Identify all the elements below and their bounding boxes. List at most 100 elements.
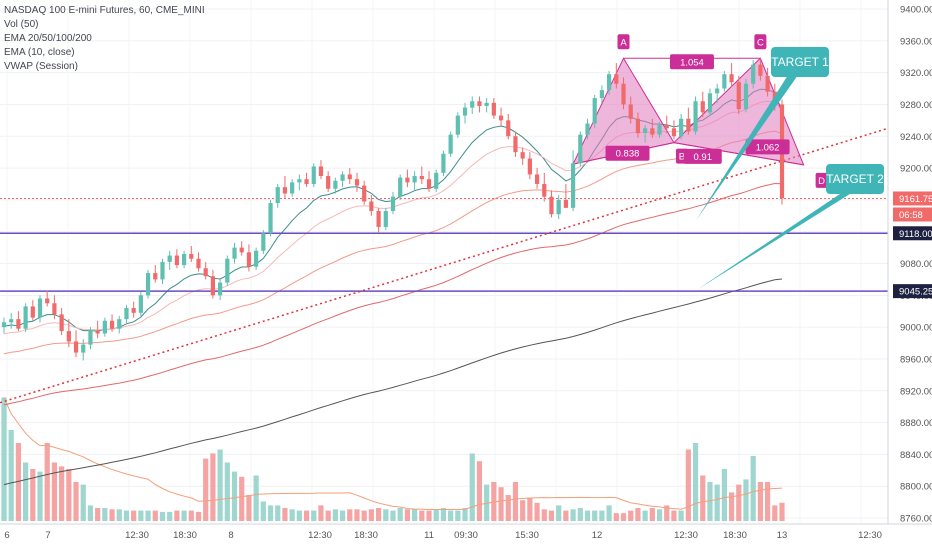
time-tick-label: 09:30 — [454, 530, 478, 541]
time-tick-label: 6 — [4, 530, 9, 541]
candle-body — [556, 199, 561, 215]
volume-bar — [390, 510, 396, 521]
price-tick-label: 9240.00 — [900, 132, 932, 143]
candle-body — [297, 179, 302, 183]
candle-body — [743, 83, 749, 110]
candle-body — [722, 74, 727, 89]
volume-bar — [246, 495, 252, 521]
candle-body — [570, 163, 576, 208]
candle-body — [376, 211, 381, 227]
volume-bar — [772, 505, 778, 521]
candle-body — [412, 176, 417, 183]
volume-bars — [1, 397, 785, 521]
price-tick-label: 9280.00 — [900, 100, 932, 111]
volume-bar — [231, 471, 238, 521]
point-label-c-box — [754, 34, 767, 50]
volume-bar — [44, 443, 50, 521]
volume-bar — [527, 497, 533, 521]
candle-body — [441, 153, 446, 173]
volume-bar — [361, 510, 367, 521]
volume-bar — [577, 508, 583, 521]
candle-body — [498, 115, 504, 121]
volume-bar — [15, 443, 22, 521]
time-axis[interactable]: 6 7 12:30 18:30 8 12:30 18:30 11 09:30 15:30 12 12:… — [0, 523, 932, 541]
candle-body — [477, 101, 482, 107]
candle-body — [650, 128, 655, 135]
point-label-c: C — [757, 37, 764, 48]
price-axis[interactable]: 9400.00 9360.00 9320.00 9280.00 9240.00 9200.… — [887, 0, 932, 525]
volume-bar — [404, 509, 411, 521]
candle-body — [635, 118, 641, 134]
volume-bar — [448, 510, 454, 521]
volume-bar — [188, 510, 194, 521]
volume-bar — [59, 466, 65, 521]
volume-bar — [714, 484, 720, 521]
volume-bar — [109, 509, 115, 521]
candle-body — [210, 276, 216, 296]
time-tick-label: 8 — [228, 530, 233, 541]
pattern-annotations[interactable]: A B C D 1.054 0.838 0.91 1.062 TARGET 1 TARGET 2 — [605, 34, 885, 290]
volume-bar — [289, 509, 295, 521]
candle-body — [390, 196, 396, 212]
candle-body — [614, 74, 619, 84]
candle-body — [534, 174, 540, 184]
candle-body — [679, 118, 684, 137]
volume-bar — [267, 505, 274, 521]
candle-body — [671, 128, 677, 137]
candle-body — [484, 102, 489, 107]
candle-body — [592, 98, 597, 124]
time-tick-label: 12:30 — [674, 530, 698, 541]
volume-bar — [167, 511, 173, 521]
volume-bar — [224, 462, 230, 521]
legend-ema-group[interactable]: EMA 20/50/100/200 — [4, 33, 92, 44]
candle-body — [362, 185, 367, 202]
volume-bar — [563, 510, 569, 521]
candle-body — [203, 268, 208, 277]
volume-bar — [30, 469, 36, 521]
volume-bar — [159, 511, 166, 521]
volume-bar — [599, 510, 605, 521]
volume-bar — [412, 509, 418, 521]
volume-bar — [131, 510, 137, 521]
volume-bar — [671, 510, 677, 521]
volume-bar — [397, 508, 403, 521]
point-label-d: D — [818, 176, 825, 187]
candle-body — [318, 166, 324, 177]
volume-bar — [750, 456, 756, 521]
candle-body — [563, 199, 568, 208]
candle-body — [109, 320, 115, 329]
time-tick-label: 12:30 — [125, 530, 149, 541]
volume-bar — [498, 487, 504, 521]
volume-bar — [476, 461, 483, 521]
volume-bar — [635, 508, 641, 521]
volume-bar — [491, 482, 497, 521]
volume-bar — [195, 511, 202, 521]
price-tick-label: 8920.00 — [900, 386, 932, 397]
candle-body — [383, 211, 388, 227]
candle-body — [1, 322, 7, 328]
volume-bar — [606, 505, 612, 521]
time-tick-label: 18:30 — [354, 530, 378, 541]
legend-vwap[interactable]: VWAP (Session) — [4, 61, 78, 72]
volume-bar — [174, 510, 180, 521]
volume-bar — [332, 509, 338, 521]
volume-bar — [700, 475, 706, 521]
candle-body — [16, 319, 21, 329]
volume-bar — [73, 482, 79, 521]
legend-ema-10[interactable]: EMA (10, close) — [4, 47, 75, 58]
point-label-a: A — [620, 37, 627, 48]
legend-volume[interactable]: Vol (50) — [4, 19, 39, 30]
candle-body — [37, 298, 43, 318]
volume-bar — [303, 510, 310, 521]
candle-body — [181, 253, 187, 266]
volume-bar — [534, 502, 540, 521]
candle-body — [607, 74, 612, 91]
volume-bar — [339, 510, 346, 521]
volume-bar — [584, 510, 591, 521]
level-9118-tag-box — [893, 226, 932, 241]
candle-body — [254, 250, 259, 267]
candle-body — [693, 101, 698, 132]
candle-body — [462, 107, 468, 116]
volume-bar — [692, 443, 699, 521]
